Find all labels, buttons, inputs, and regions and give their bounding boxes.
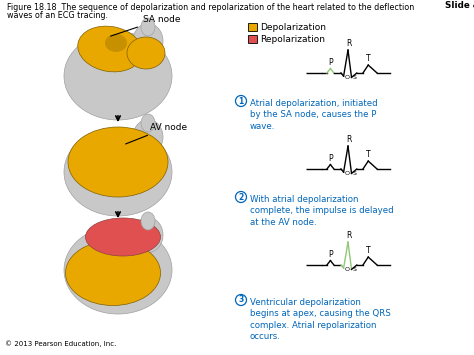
Text: Ventricular depolarization
begins at apex, causing the QRS
complex. Atrial repol: Ventricular depolarization begins at ape… (250, 298, 391, 342)
Ellipse shape (127, 37, 165, 69)
Text: T: T (366, 150, 371, 159)
Text: R: R (346, 231, 352, 240)
Text: Repolarization: Repolarization (260, 34, 325, 44)
Circle shape (236, 191, 246, 202)
Ellipse shape (65, 240, 161, 306)
Bar (248, 23, 257, 31)
Text: Depolarization: Depolarization (260, 22, 326, 32)
Ellipse shape (141, 114, 155, 132)
Ellipse shape (64, 128, 172, 216)
Ellipse shape (85, 218, 161, 256)
Text: With atrial depolarization
complete, the impulse is delayed
at the AV node.: With atrial depolarization complete, the… (250, 195, 393, 227)
Text: 1: 1 (238, 97, 244, 105)
Text: O: O (345, 171, 350, 176)
Text: T: T (366, 54, 371, 63)
Text: Atrial depolarization, initiated
by the SA node, causes the P
wave.: Atrial depolarization, initiated by the … (250, 99, 378, 131)
Text: AV node: AV node (126, 122, 187, 144)
Ellipse shape (133, 120, 163, 154)
Text: 3: 3 (238, 295, 244, 305)
Ellipse shape (141, 212, 155, 230)
Bar (248, 35, 257, 43)
Text: 2: 2 (238, 192, 244, 202)
Text: P: P (328, 250, 333, 259)
Text: T: T (366, 246, 371, 255)
Text: S: S (352, 267, 356, 272)
Text: P: P (328, 154, 333, 163)
Text: waves of an ECG tracing.: waves of an ECG tracing. (7, 11, 108, 20)
Ellipse shape (133, 23, 163, 59)
Ellipse shape (78, 26, 142, 72)
Text: S: S (352, 75, 356, 80)
Text: O: O (345, 267, 350, 272)
Ellipse shape (64, 32, 172, 120)
Text: R: R (346, 135, 352, 144)
Circle shape (236, 95, 246, 106)
Text: Figure 18.18  The sequence of depolarization and repolarization of the heart rel: Figure 18.18 The sequence of depolarizat… (7, 3, 414, 12)
Text: P: P (328, 58, 333, 67)
Ellipse shape (141, 18, 155, 36)
Circle shape (236, 295, 246, 306)
Ellipse shape (133, 218, 163, 252)
Text: © 2013 Pearson Education, Inc.: © 2013 Pearson Education, Inc. (5, 340, 117, 347)
Ellipse shape (105, 34, 127, 52)
Ellipse shape (68, 127, 168, 197)
Text: R: R (346, 39, 352, 48)
Text: O: O (345, 75, 350, 80)
Text: S: S (352, 171, 356, 176)
Ellipse shape (64, 226, 172, 314)
Text: Slide 4: Slide 4 (445, 1, 474, 10)
Text: SA node: SA node (110, 15, 181, 36)
